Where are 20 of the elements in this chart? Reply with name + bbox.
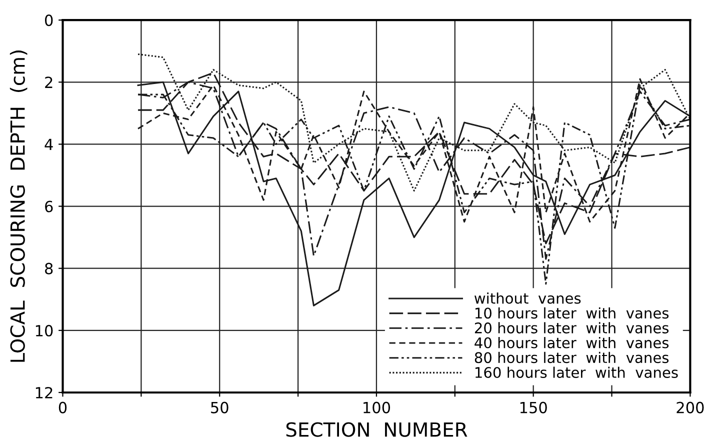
y-axis-title: LOCAL SCOURING DEPTH (cm) (10, 50, 28, 362)
x-axis-title: SECTION NUMBER (286, 422, 468, 437)
y-tick-label: 12 (36, 386, 52, 398)
x-tick-label: 150 (520, 402, 547, 414)
y-tick-label: 2 (45, 76, 52, 88)
legend-label: 40 hours later with vanes (474, 337, 669, 348)
y-tick-label: 8 (45, 262, 53, 274)
legend-label: without vanes (474, 292, 581, 304)
x-tick-label: 100 (364, 402, 390, 414)
y-tick-label: 4 (44, 138, 53, 150)
legend-label: 80 hours later with vanes (474, 352, 669, 364)
y-tick-label: 6 (45, 200, 53, 212)
x-tick-label: 200 (676, 402, 704, 414)
x-tick-label: 50 (211, 402, 228, 414)
y-tick-label: 0 (45, 14, 53, 26)
y-tick-label: 10 (36, 324, 53, 336)
legend-label: 10 hours later with vanes (475, 307, 669, 319)
legend-label: 160 hours later with vanes (475, 366, 678, 378)
legend-label: 20 hours later with vanes (474, 322, 669, 334)
x-tick-label: 0 (58, 402, 67, 414)
